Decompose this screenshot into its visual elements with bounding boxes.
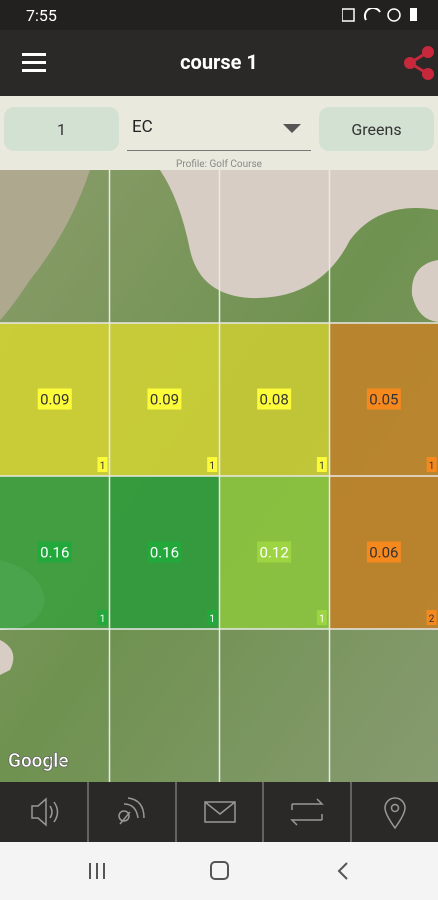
- value-label-bg: [37, 541, 72, 563]
- cell-count: 1: [209, 461, 215, 472]
- controls: 1 EC Greens Profile: Golf Course: [0, 96, 438, 170]
- count-label-bg: [97, 610, 108, 625]
- share-button[interactable]: [402, 45, 436, 81]
- value-label-bg: [147, 541, 182, 563]
- cell-value: 0.12: [260, 544, 289, 562]
- cell-count: 1: [209, 614, 215, 625]
- satellite-button[interactable]: [118, 797, 145, 825]
- back-button[interactable]: [337, 862, 348, 880]
- cell-count: 1: [319, 461, 325, 472]
- value-label-bg: [366, 541, 401, 563]
- cell-count: 2: [429, 614, 435, 625]
- cell-value: 0.06: [369, 544, 398, 562]
- cell-value: 0.09: [40, 391, 69, 409]
- value-label-bg: [366, 388, 401, 410]
- nav-bar: [0, 842, 438, 900]
- cell-count: 1: [319, 614, 325, 625]
- count-label-bg: [207, 610, 218, 625]
- grid-cell[interactable]: 0.08 1: [219, 323, 329, 476]
- field-input[interactable]: 1: [4, 107, 119, 151]
- count-label-bg: [316, 610, 327, 625]
- dropdown-arrow: [283, 124, 301, 133]
- count-label-bg: [426, 457, 437, 472]
- value-label-bg: [257, 388, 292, 410]
- sand: [0, 170, 90, 320]
- bunker: [411, 260, 438, 322]
- sand: [0, 640, 14, 675]
- cell-value: 0.05: [369, 391, 398, 409]
- count-label-bg: [316, 457, 327, 472]
- profile-label: Profile: Golf Course: [176, 159, 262, 170]
- mail-button[interactable]: [204, 801, 236, 823]
- metric-select[interactable]: EC: [127, 108, 311, 151]
- cell-count: 1: [429, 461, 435, 472]
- recents-button[interactable]: [89, 863, 105, 879]
- map[interactable]: 0.09 1 0.09 1 0.08 1 0.05 1 0.16 1 0.16 1 0.12 1 0.06 2…: [0, 170, 438, 782]
- grid-cell[interactable]: 0.09 1: [109, 323, 220, 476]
- status-bar: 7:55: [0, 0, 438, 30]
- cell-count: 1: [100, 614, 106, 625]
- greens-button[interactable]: Greens: [319, 107, 434, 151]
- location-button[interactable]: [384, 797, 406, 830]
- cell-count: 1: [100, 461, 106, 472]
- status-icons: [342, 8, 417, 22]
- cell-value: 0.16: [40, 544, 69, 562]
- toolbar: [0, 782, 438, 842]
- map-attribution: Google: [8, 749, 69, 772]
- menu-button[interactable]: [22, 53, 48, 73]
- value-label-bg: [37, 388, 72, 410]
- grid-cell[interactable]: 0.05 1: [329, 323, 438, 476]
- count-label-bg: [97, 457, 108, 472]
- grid-cell[interactable]: 0.12 1: [219, 476, 329, 629]
- cell-value: 0.08: [260, 391, 289, 409]
- nav-buttons: [89, 861, 348, 880]
- grid-cell[interactable]: 0.16 1: [0, 476, 110, 629]
- grid-cell[interactable]: 0.06 2: [329, 476, 438, 629]
- app-title: course 1: [180, 50, 258, 74]
- value-label-bg: [257, 541, 292, 563]
- value-label-bg: [147, 388, 182, 410]
- count-label-bg: [207, 457, 218, 472]
- app-bar: course 1: [0, 30, 438, 96]
- sync-button[interactable]: [290, 798, 324, 826]
- sound-button[interactable]: [31, 797, 59, 827]
- grid-lines: [0, 170, 438, 782]
- grid-cell[interactable]: 0.16 1: [109, 476, 220, 629]
- home-button[interactable]: [210, 861, 229, 880]
- cell-value: 0.09: [150, 391, 179, 409]
- clock: 7:55: [26, 6, 57, 25]
- cell-value: 0.16: [150, 544, 179, 562]
- toolbar-icons: [31, 782, 406, 842]
- bunker: [160, 170, 438, 299]
- metric-value: EC: [132, 117, 153, 137]
- count-label-bg: [426, 610, 437, 625]
- grid-cell[interactable]: 0.09 1: [0, 323, 110, 476]
